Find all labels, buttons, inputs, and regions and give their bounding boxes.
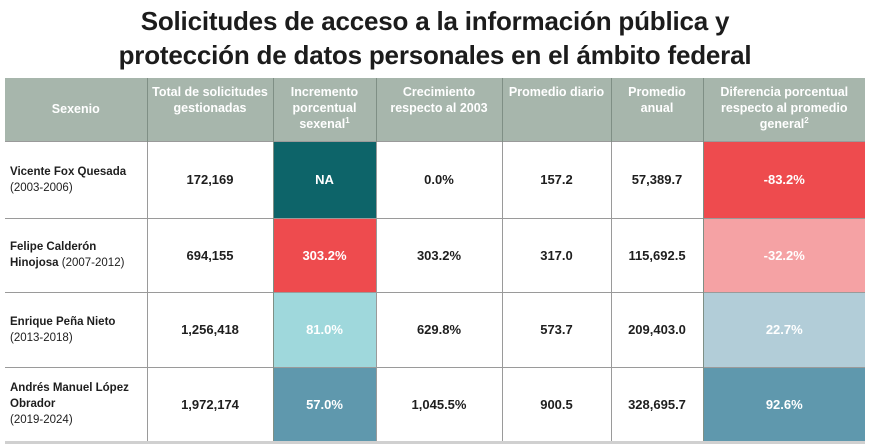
cell-crecimiento: 1,045.5% bbox=[375, 366, 502, 444]
cell-diario: 900.5 bbox=[501, 366, 611, 444]
president-name: Enrique Peña Nieto bbox=[10, 315, 116, 328]
cell-total: 694,155 bbox=[146, 217, 273, 292]
cell-diferencia: 92.6% bbox=[702, 366, 865, 444]
table-row: Andrés Manuel López Obrador (2019-2024) 1… bbox=[5, 366, 865, 444]
cell-anual: 209,403.0 bbox=[610, 291, 703, 367]
cell-anual: 328,695.7 bbox=[610, 366, 703, 444]
cell-diferencia: -83.2% bbox=[702, 140, 865, 218]
cell-incremento: 303.2% bbox=[272, 217, 376, 292]
footnote-1: 1 bbox=[345, 115, 350, 125]
period-years: (2019-2024) bbox=[10, 414, 73, 426]
cell-diario: 573.7 bbox=[501, 291, 611, 367]
cell-total: 172,169 bbox=[146, 140, 273, 218]
cell-anual: 57,389.7 bbox=[610, 140, 703, 218]
table-row: Enrique Peña Nieto (2013-2018) 1,256,418 8… bbox=[5, 291, 865, 367]
header-total: Total de solicitudes gestionadas bbox=[146, 78, 273, 141]
president-name: Vicente Fox Quesada bbox=[10, 165, 127, 178]
cell-total: 1,972,174 bbox=[146, 366, 273, 444]
table-row: Felipe Calderón Hinojosa (2007-2012) 694,… bbox=[5, 217, 865, 292]
header-row: Sexenio Total de solicitudes gestionadas… bbox=[5, 78, 865, 141]
data-table: Sexenio Total de solicitudes gestionadas… bbox=[5, 78, 865, 444]
period-years: (2013-2018) bbox=[10, 331, 73, 344]
period-years: (2007-2012) bbox=[61, 257, 125, 269]
cell-sexenio: Felipe Calderón Hinojosa (2007-2012) bbox=[5, 217, 147, 292]
cell-sexenio: Enrique Peña Nieto (2013-2018) bbox=[5, 291, 147, 367]
footnote-2: 2 bbox=[804, 115, 809, 125]
cell-diferencia: 22.7% bbox=[702, 291, 865, 367]
page-title: Solicitudes de acceso a la información p… bbox=[0, 4, 870, 72]
header-anual: Promedio anual bbox=[610, 78, 703, 141]
header-sexenio: Sexenio bbox=[5, 78, 147, 141]
cell-crecimiento: 303.2% bbox=[375, 217, 502, 292]
cell-sexenio: Vicente Fox Quesada (2003-2006) bbox=[5, 140, 147, 218]
header-diferencia: Diferencia porcentual respecto al promed… bbox=[702, 78, 865, 141]
title-line-1: Solicitudes de acceso a la información p… bbox=[140, 6, 730, 36]
cell-anual: 115,692.5 bbox=[610, 217, 703, 292]
cell-total: 1,256,418 bbox=[146, 291, 273, 367]
title-line-2: protección de datos personales en el ámb… bbox=[118, 40, 752, 70]
president-name: Andrés Manuel López Obrador bbox=[10, 382, 129, 410]
cell-sexenio: Andrés Manuel López Obrador (2019-2024) bbox=[5, 366, 147, 444]
header-crecimiento: Crecimiento respecto al 2003 bbox=[375, 78, 502, 141]
cell-diferencia: -32.2% bbox=[702, 217, 865, 292]
cell-crecimiento: 629.8% bbox=[375, 291, 502, 367]
cell-incremento: 57.0% bbox=[272, 366, 376, 444]
cell-diario: 157.2 bbox=[501, 140, 611, 218]
cell-incremento: 81.0% bbox=[272, 291, 376, 367]
president-name: Felipe Calderón Hinojosa bbox=[10, 241, 97, 269]
cell-crecimiento: 0.0% bbox=[375, 140, 502, 218]
header-diario: Promedio diario bbox=[501, 78, 611, 141]
cell-incremento: NA bbox=[272, 140, 376, 218]
table-row: Vicente Fox Quesada (2003-2006) 172,169 NA… bbox=[5, 140, 865, 218]
cell-diario: 317.0 bbox=[501, 217, 611, 292]
period-years: (2003-2006) bbox=[10, 181, 73, 194]
header-incremento: Incremento porcentual sexenal1 bbox=[272, 78, 376, 141]
